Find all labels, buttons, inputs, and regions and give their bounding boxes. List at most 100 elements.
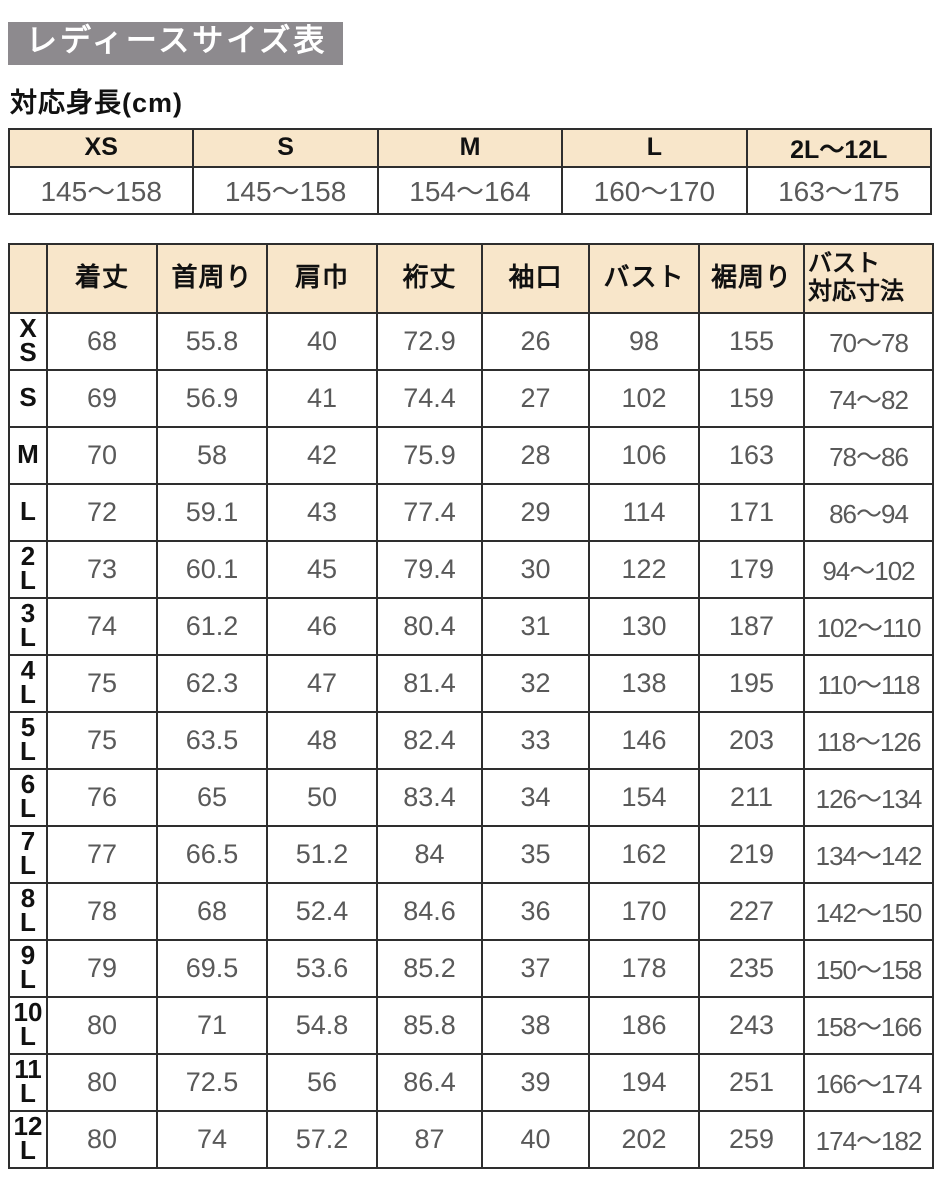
measurement-value-cell: 174〜182 [803,1109,934,1169]
measurement-value-cell: 171 [698,482,805,542]
measurement-value-cell: 35 [481,824,590,884]
column-header-cell: バスト 対応寸法 [803,242,934,314]
measurement-value-cell: 150〜158 [803,938,934,998]
measurement-value-cell: 194 [588,1052,700,1112]
measurement-value-cell: 146 [588,710,700,770]
height-table-header-cell: M [376,127,564,168]
row-header-cell: 7 L [8,824,48,884]
measurement-value-cell: 110〜118 [803,653,934,713]
measurement-value-cell: 40 [481,1109,590,1169]
measurement-value-cell: 68 [46,311,158,371]
measurement-value-cell: 70〜78 [803,311,934,371]
measurement-value-cell: 86〜94 [803,482,934,542]
measurement-value-cell: 80 [46,995,158,1055]
height-table-header-cell: S [192,127,379,168]
measurement-value-cell: 163 [698,425,805,485]
corner-cell [8,242,48,314]
measurement-value-cell: 61.2 [156,596,268,656]
measurement-value-cell: 106 [588,425,700,485]
measurement-value-cell: 32 [481,653,590,713]
measurement-value-cell: 48 [266,710,378,770]
measurement-value-cell: 34 [481,767,590,827]
measurement-value-cell: 170 [588,881,700,941]
measurement-value-cell: 72.9 [376,311,483,371]
measurement-value-cell: 50 [266,767,378,827]
measurement-value-cell: 195 [698,653,805,713]
row-header-cell: M [8,425,48,485]
measurement-value-cell: 55.8 [156,311,268,371]
column-header-cell: 首周り [156,242,268,314]
row-header-cell: 6 L [8,767,48,827]
table-row: 3 L 74 61.2 46 80.4 31 130 187 102〜110 [8,596,934,656]
measurements-table: 着丈 首周り 肩巾 裄丈 袖口 バスト 裾周り バスト 対応寸法 X S 68 55.8 40 72.9… [8,242,934,1169]
table-row: 12 L 80 74 57.2 87 40 202 259 174〜182 [8,1109,934,1169]
height-table-header-cell: XS [7,127,195,168]
measurement-value-cell: 53.6 [266,938,378,998]
measurement-value-cell: 72.5 [156,1052,268,1112]
height-table-value-cell: 145〜158 [7,165,195,215]
height-table-header-cell: L [561,127,748,168]
measurement-value-cell: 36 [481,881,590,941]
height-section-label: 対応身長(cm) [10,87,184,118]
table-row: 8 L 78 68 52.4 84.6 36 170 227 142〜150 [8,881,934,941]
row-header-cell: 11 L [8,1052,48,1112]
measurement-value-cell: 33 [481,710,590,770]
measurement-value-cell: 155 [698,311,805,371]
measurement-value-cell: 73 [46,539,158,599]
measurement-value-cell: 40 [266,311,378,371]
measurement-value-cell: 187 [698,596,805,656]
row-header-cell: 5 L [8,710,48,770]
column-header-cell: バスト [588,242,700,314]
table-row: 着丈 首周り 肩巾 裄丈 袖口 バスト 裾周り バスト 対応寸法 [8,242,934,314]
measurement-value-cell: 118〜126 [803,710,934,770]
measurement-value-cell: 80 [46,1109,158,1169]
column-header-cell: 肩巾 [266,242,378,314]
measurement-value-cell: 219 [698,824,805,884]
measurement-value-cell: 59.1 [156,482,268,542]
measurement-value-cell: 60.1 [156,539,268,599]
measurement-value-cell: 63.5 [156,710,268,770]
measurement-value-cell: 58 [156,425,268,485]
measurement-value-cell: 162 [588,824,700,884]
table-row: 9 L 79 69.5 53.6 85.2 37 178 235 150〜158 [8,938,934,998]
measurement-value-cell: 74〜82 [803,368,934,428]
height-table-value-cell: 154〜164 [376,165,564,215]
measurement-value-cell: 86.4 [376,1052,483,1112]
page-title: レディースサイズ表 [8,22,344,65]
row-header-cell: 10 L [8,995,48,1055]
measurement-value-cell: 154 [588,767,700,827]
measurement-value-cell: 78〜86 [803,425,934,485]
row-header-cell: 4 L [8,653,48,713]
table-row: M 70 58 42 75.9 28 106 163 78〜86 [8,425,934,485]
measurement-value-cell: 84.6 [376,881,483,941]
measurement-value-cell: 57.2 [266,1109,378,1169]
measurement-value-cell: 81.4 [376,653,483,713]
measurement-value-cell: 166〜174 [803,1052,934,1112]
measurement-value-cell: 138 [588,653,700,713]
height-table-value-cell: 163〜175 [745,165,933,215]
measurement-value-cell: 70 [46,425,158,485]
measurement-value-cell: 203 [698,710,805,770]
measurement-value-cell: 45 [266,539,378,599]
measurement-value-cell: 85.2 [376,938,483,998]
measurement-value-cell: 51.2 [266,824,378,884]
measurement-value-cell: 227 [698,881,805,941]
measurement-value-cell: 56 [266,1052,378,1112]
row-header-cell: 2 L [8,539,48,599]
height-table-value-cell: 160〜170 [561,165,748,215]
measurement-value-cell: 85.8 [376,995,483,1055]
column-header-cell: 袖口 [481,242,590,314]
row-header-cell: S [8,368,48,428]
measurement-value-cell: 72 [46,482,158,542]
measurement-value-cell: 54.8 [266,995,378,1055]
measurement-value-cell: 69.5 [156,938,268,998]
table-row: 10 L 80 71 54.8 85.8 38 186 243 158〜166 [8,995,934,1055]
measurement-value-cell: 38 [481,995,590,1055]
measurement-value-cell: 83.4 [376,767,483,827]
measurement-value-cell: 82.4 [376,710,483,770]
measurement-value-cell: 39 [481,1052,590,1112]
table-row: 7 L 77 66.5 51.2 84 35 162 219 134〜142 [8,824,934,884]
measurement-value-cell: 87 [376,1109,483,1169]
measurement-value-cell: 114 [588,482,700,542]
